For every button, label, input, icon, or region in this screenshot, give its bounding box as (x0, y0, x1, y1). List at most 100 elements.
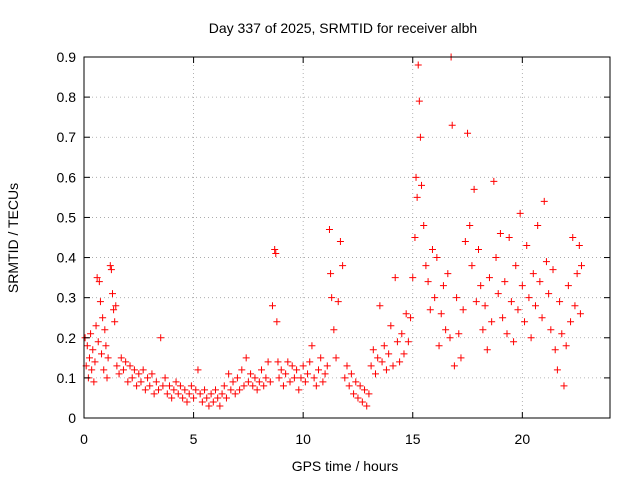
data-point (341, 374, 349, 382)
data-point (505, 234, 513, 241)
x-tick-label: 0 (80, 431, 88, 447)
data-point (225, 370, 233, 378)
data-point (251, 374, 259, 382)
data-point (266, 378, 274, 386)
data-point (128, 374, 136, 382)
data-point (194, 366, 202, 374)
data-point (102, 342, 110, 350)
data-point (110, 306, 118, 314)
y-tick-label: 0.9 (57, 49, 77, 65)
data-point (413, 193, 421, 201)
data-point (108, 290, 116, 298)
data-point (187, 382, 195, 390)
data-point (115, 370, 123, 378)
data-point (253, 386, 261, 394)
data-point (205, 402, 213, 410)
data-point (437, 310, 445, 318)
data-point (343, 362, 351, 370)
data-point (492, 254, 500, 262)
data-point (113, 362, 121, 370)
data-point (448, 121, 456, 129)
data-point (122, 358, 130, 366)
data-point (564, 282, 572, 290)
y-tick-label: 0.8 (57, 89, 77, 105)
data-point (119, 366, 127, 374)
data-point (244, 378, 252, 386)
data-point (400, 350, 408, 358)
data-point (518, 282, 526, 290)
y-tick-label: 0.3 (57, 290, 77, 306)
data-point (356, 382, 364, 390)
data-point (330, 326, 338, 334)
data-point (433, 254, 441, 262)
data-point (494, 290, 502, 298)
data-point (165, 382, 173, 390)
data-point (249, 382, 257, 390)
data-point (260, 382, 268, 390)
data-point (172, 378, 180, 386)
data-point (293, 366, 301, 374)
data-point (304, 370, 312, 378)
data-point (426, 306, 434, 314)
data-point (137, 378, 145, 386)
data-point (534, 221, 542, 229)
data-point (317, 354, 325, 362)
data-point (470, 185, 478, 193)
data-point (361, 386, 369, 394)
data-point (477, 282, 485, 290)
data-point (516, 209, 524, 217)
data-point (310, 374, 318, 382)
data-point (378, 358, 386, 366)
x-tick-label: 15 (405, 431, 421, 447)
data-point (90, 378, 98, 386)
data-point (190, 394, 198, 402)
data-point (545, 290, 553, 298)
data-point (404, 338, 412, 346)
data-point (207, 390, 215, 398)
data-point (103, 374, 111, 382)
data-point (101, 326, 109, 334)
data-point (531, 302, 539, 310)
data-point (536, 278, 544, 286)
data-point (327, 270, 335, 278)
data-point (264, 358, 272, 366)
data-point (483, 346, 491, 354)
data-point (336, 238, 344, 246)
data-point (94, 338, 102, 346)
data-point (152, 378, 160, 386)
data-point (512, 262, 520, 270)
data-point (161, 374, 169, 382)
data-point (560, 382, 568, 390)
data-point (124, 378, 132, 386)
data-point (418, 181, 426, 189)
data-point (155, 386, 163, 394)
data-point (87, 330, 95, 338)
data-point (295, 386, 303, 394)
y-axis-label: SRMTID / TECUs (5, 183, 21, 293)
data-point (529, 270, 537, 278)
data-point (220, 382, 228, 390)
data-point (464, 129, 472, 137)
data-point (387, 322, 395, 330)
data-point (192, 386, 200, 394)
data-point (150, 390, 158, 398)
x-axis-tick-labels: 0 5 10 15 20 (80, 431, 530, 447)
data-point (258, 366, 266, 374)
chart-title: Day 337 of 2025, SRMTID for receiver alb… (209, 20, 477, 36)
data-point (216, 402, 224, 410)
data-point (391, 274, 399, 282)
data-point (139, 366, 147, 374)
data-point (345, 382, 353, 390)
x-axis-label: GPS time / hours (292, 458, 399, 474)
data-point (100, 366, 108, 374)
data-point (181, 386, 189, 394)
y-tick-label: 0 (68, 410, 76, 426)
y-axis-tick-labels: 0 0.1 0.2 0.3 0.4 0.5 0.6 0.7 0.8 0.9 (57, 49, 77, 426)
data-point (562, 342, 570, 350)
data-point (459, 306, 467, 314)
data-point (416, 133, 424, 141)
data-point (163, 390, 171, 398)
data-point (89, 346, 97, 354)
data-point (488, 318, 496, 326)
data-point (573, 270, 581, 278)
